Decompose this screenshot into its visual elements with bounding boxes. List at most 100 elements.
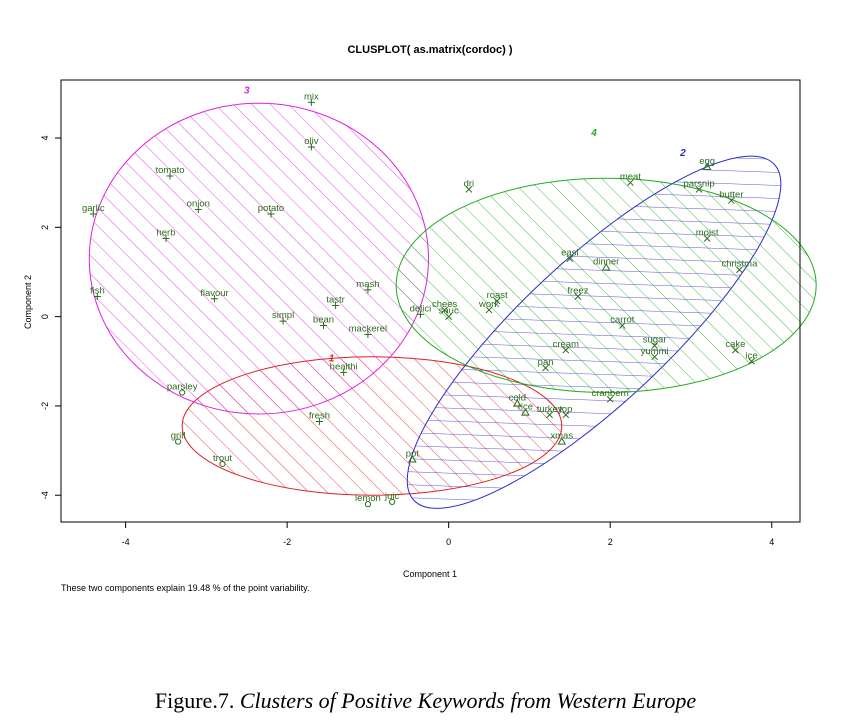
point-mackerel: mackerel <box>349 323 387 338</box>
point-cake-marker <box>732 346 739 354</box>
point-chees: chees <box>432 299 458 314</box>
point-roast: roast <box>487 290 508 305</box>
point-pot-marker <box>407 455 417 463</box>
x-tick-label--4: -4 <box>122 537 130 547</box>
point-bean-marker <box>319 322 327 330</box>
point-freez-label: freez <box>567 286 588 297</box>
cluster-3-label: 3 <box>244 85 250 96</box>
x-tick-label-2: 2 <box>608 537 613 547</box>
point-potato-marker <box>267 210 275 218</box>
point-moist-label: moist <box>696 227 719 238</box>
axes-layer: -4 -2 0 2 4 -4 -2 0 2 4 <box>40 79 801 547</box>
point-delici-label: delici <box>410 303 432 314</box>
point-tomato: tomato <box>156 165 185 180</box>
point-pan-label: pan <box>538 357 554 368</box>
point-roast-marker <box>493 297 501 305</box>
point-bean: bean <box>313 315 334 330</box>
point-sauc-marker <box>445 313 453 320</box>
point-meat-label: meat <box>620 172 641 183</box>
point-christma-label: christma <box>721 259 758 270</box>
point-sugar-marker <box>651 342 658 349</box>
point-grill-label: grill <box>171 431 186 442</box>
point-cream-marker <box>562 346 570 354</box>
point-trout-marker <box>219 460 226 468</box>
point-juic-label: juic <box>384 491 400 502</box>
point-work: work <box>478 299 499 314</box>
point-mix: mix <box>304 91 319 106</box>
point-parsnip-label: parsnip <box>683 178 714 189</box>
variability-note: These two components explain 19.48 % of … <box>61 583 309 593</box>
point-garlic-label: garlic <box>82 203 105 214</box>
point-flavour: flavour <box>200 288 229 303</box>
point-onion: onion <box>187 198 210 213</box>
point-christma-marker <box>736 266 743 274</box>
point-xmas-label: xmas <box>550 431 573 442</box>
point-turkey: turkey <box>537 404 563 419</box>
point-fish: fish <box>90 286 105 301</box>
point-potato-label: potato <box>258 203 284 214</box>
point-easi-label: easi <box>561 248 578 259</box>
point-easi-marker <box>566 255 574 262</box>
point-rice-label: rice <box>518 402 533 413</box>
x-tick-label-0: 0 <box>446 537 451 547</box>
point-tomato-label: tomato <box>156 165 185 176</box>
point-herb: herb <box>156 227 176 242</box>
point-butter: butter <box>719 190 743 204</box>
point-sugar-label: sugar <box>643 335 667 346</box>
point-work-marker <box>485 306 493 314</box>
point-cold: cold <box>509 393 526 407</box>
point-juic: juic <box>384 491 400 506</box>
point-mackerel-marker <box>364 330 372 338</box>
point-tomato-marker <box>166 172 174 180</box>
point-cream: cream <box>553 339 579 354</box>
point-cream-label: cream <box>553 339 579 350</box>
point-butter-marker <box>727 197 735 204</box>
point-fish-label: fish <box>90 286 105 297</box>
y-tick-label-0: 0 <box>40 314 50 319</box>
point-xmas: xmas <box>550 431 573 445</box>
point-top-label: top <box>559 404 572 415</box>
point-moist-marker <box>703 235 711 242</box>
point-parsnip-marker <box>695 186 703 193</box>
point-fresh-label: fresh <box>309 411 330 422</box>
points-layer: mix oliv tomato onion potato garlic herb fish fl… <box>82 91 758 508</box>
point-egg: egg <box>699 156 715 171</box>
point-sugar: sugar <box>643 335 667 349</box>
point-simpl-marker <box>279 317 287 325</box>
point-healthi-marker <box>340 368 348 376</box>
cluster-2-label: 2 <box>679 148 686 159</box>
point-cold-marker <box>512 399 522 407</box>
clusters-layer: 1 2 3 4 <box>88 85 817 509</box>
point-mash: mash <box>356 279 380 294</box>
point-tastr: tastr <box>326 294 345 309</box>
figure-caption: Figure.7. Clusters of Positive Keywords … <box>0 688 851 714</box>
point-cranberri-label: cranberri <box>591 388 629 399</box>
point-cranberri-marker <box>606 395 614 403</box>
point-egg-marker <box>702 162 712 171</box>
point-parsley-label: parsley <box>167 382 198 393</box>
point-lemon-label: lemon <box>355 493 381 504</box>
point-ice-marker <box>748 357 755 365</box>
point-mix-label: mix <box>304 91 319 102</box>
point-dinner: dinner <box>593 257 619 271</box>
point-simpl-label: simpl <box>272 310 294 321</box>
point-sauc: sauc <box>439 306 459 320</box>
point-yummi: yummi <box>641 346 669 361</box>
point-pan: pan <box>538 357 554 372</box>
chart-title: CLUSPLOT( as.matrix(cordoc) ) <box>347 44 512 56</box>
point-mash-label: mash <box>356 279 379 290</box>
point-ice: ice <box>745 350 758 365</box>
point-onion-label: onion <box>187 198 210 209</box>
point-garlic: garlic <box>82 203 105 218</box>
point-xmas-marker <box>557 437 567 445</box>
point-top-marker <box>562 411 570 419</box>
point-fresh-marker <box>315 418 323 426</box>
point-grill: grill <box>171 431 186 445</box>
point-flavour-marker <box>210 295 218 303</box>
point-trout-label: trout <box>213 453 232 464</box>
point-ice-label: ice <box>745 350 757 361</box>
point-christma: christma <box>721 259 758 274</box>
point-cake-label: cake <box>725 339 745 350</box>
point-freez: freez <box>567 286 589 300</box>
